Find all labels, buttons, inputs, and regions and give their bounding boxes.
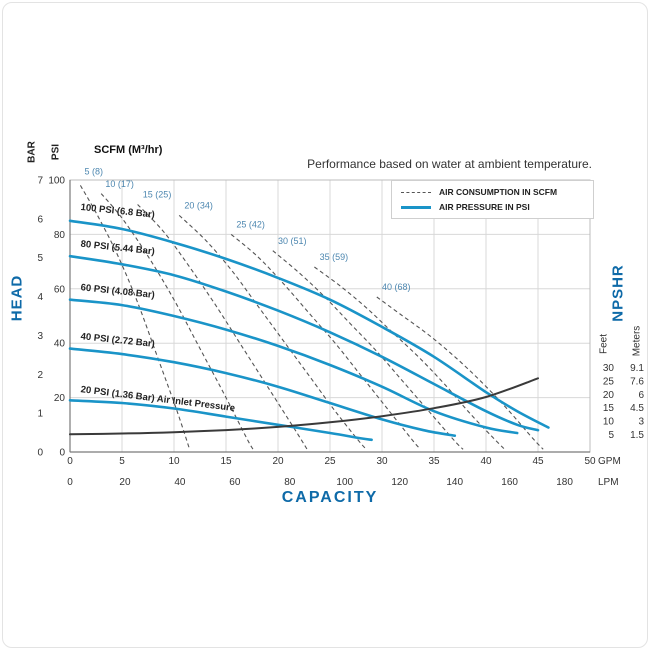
feet-tick-label: 15 xyxy=(603,403,615,414)
pressure-curve xyxy=(68,399,373,442)
gpm-tick-label: 40 xyxy=(480,456,492,467)
lpm-tick-label: 0 xyxy=(67,477,73,488)
dashed-line-sample xyxy=(401,191,431,193)
pressure-curve xyxy=(68,254,540,432)
pressure-curve-label: 40 PSI (2.72 Bar) xyxy=(80,331,155,350)
legend-label-consumption: AIR CONSUMPTION IN SCFM xyxy=(439,187,558,197)
psi-axis-label: PSI xyxy=(50,143,62,161)
psi-tick-label: 60 xyxy=(54,284,66,295)
lpm-tick-label: 40 xyxy=(174,477,186,488)
psi-tick-label: 80 xyxy=(54,230,66,241)
pressure-curve-label: 100 PSI (6.8 Bar) xyxy=(80,202,155,221)
consumption-curve-label: 10 (17) xyxy=(105,179,134,189)
gpm-tick-label: 45 xyxy=(532,456,544,467)
psi-tick-label: 20 xyxy=(54,393,66,404)
psi-tick-label: 40 xyxy=(54,339,66,350)
consumption-curve xyxy=(137,204,308,450)
bar-tick-label: 6 xyxy=(37,214,43,225)
capacity-axis-title: CAPACITY xyxy=(281,489,379,506)
meters-tick-label: 1.5 xyxy=(630,430,644,441)
feet-axis-label: Feet xyxy=(598,333,610,355)
gpm-tick-label: 15 xyxy=(220,456,232,467)
feet-tick-label: 20 xyxy=(603,390,615,401)
bar-tick-label: 5 xyxy=(37,253,43,264)
consumption-curve-label: 5 (8) xyxy=(85,167,104,177)
lpm-tick-label: 60 xyxy=(229,477,241,488)
pressure-curve-label: 20 PSI (1.36 Bar) Air Inlet Pressure xyxy=(80,384,236,414)
gpm-tick-label: 20 xyxy=(272,456,284,467)
consumption-curve xyxy=(230,233,421,450)
consumption-curve xyxy=(100,193,254,450)
feet-tick-label: 5 xyxy=(608,430,614,441)
legend-label-pressure: AIR PRESSURE IN PSI xyxy=(439,202,530,212)
psi-tick-label: 0 xyxy=(59,448,65,459)
gpm-tick-label: 5 xyxy=(119,456,125,467)
meters-tick-label: 9.1 xyxy=(630,363,644,374)
legend-item-air-consumption: AIR CONSUMPTION IN SCFM xyxy=(401,187,584,197)
gpm-tick-label: 10 xyxy=(168,456,180,467)
gpm-tick-label: 50 xyxy=(584,456,596,467)
consumption-curve xyxy=(314,266,506,450)
consumption-curve-label: 30 (51) xyxy=(278,236,307,246)
solid-line-sample xyxy=(401,205,431,209)
lpm-tick-label: 140 xyxy=(446,477,463,488)
gpm-unit-label: GPM xyxy=(598,456,621,467)
lpm-tick-label: 180 xyxy=(556,477,573,488)
meters-tick-label: 3 xyxy=(638,416,644,427)
lpm-tick-label: 80 xyxy=(284,477,296,488)
head-axis-title: HEAD xyxy=(8,274,26,322)
lpm-unit-label: LPM xyxy=(598,477,619,488)
chart-note: Performance based on water at ambient te… xyxy=(307,157,592,171)
bar-tick-label: 4 xyxy=(37,292,43,303)
gpm-tick-label: 25 xyxy=(324,456,336,467)
bar-tick-label: 0 xyxy=(37,448,43,459)
feet-tick-label: 10 xyxy=(603,416,615,427)
gpm-tick-label: 0 xyxy=(67,456,73,467)
pressure-curve xyxy=(68,219,550,429)
meters-tick-label: 4.5 xyxy=(630,403,644,414)
pressure-curve xyxy=(68,347,457,437)
lpm-tick-label: 20 xyxy=(119,477,131,488)
consumption-curve-label: 25 (42) xyxy=(236,220,265,230)
feet-tick-label: 30 xyxy=(603,363,615,374)
pressure-curve xyxy=(68,298,519,435)
legend: AIR CONSUMPTION IN SCFM AIR PRESSURE IN … xyxy=(391,180,594,219)
consumption-curve xyxy=(79,185,191,450)
bar-tick-label: 1 xyxy=(37,409,43,420)
consumption-curve-label: 15 (25) xyxy=(143,190,172,200)
npshr-curve xyxy=(69,377,539,436)
lpm-tick-label: 120 xyxy=(391,477,408,488)
bar-axis-label: BAR xyxy=(26,141,38,163)
lpm-tick-label: 100 xyxy=(336,477,353,488)
feet-tick-label: 25 xyxy=(603,377,615,388)
legend-item-air-pressure: AIR PRESSURE IN PSI xyxy=(401,202,584,212)
bar-tick-label: 2 xyxy=(37,370,43,381)
lpm-tick-label: 160 xyxy=(501,477,518,488)
gpm-tick-label: 35 xyxy=(428,456,440,467)
consumption-curve-label: 35 (59) xyxy=(320,252,349,262)
consumption-curve-label: 40 (68) xyxy=(382,282,411,292)
bar-tick-label: 7 xyxy=(37,176,43,187)
bar-tick-label: 3 xyxy=(37,331,43,342)
npshr-axis-title: NPSHR xyxy=(609,264,627,322)
scfm-units-label: SCFM (M³/hr) xyxy=(94,144,163,156)
meters-tick-label: 6 xyxy=(638,390,644,401)
meters-tick-label: 7.6 xyxy=(630,377,644,388)
pressure-curve-label: 60 PSI (4.08 Bar) xyxy=(80,282,155,301)
consumption-curve-label: 20 (34) xyxy=(184,201,213,211)
psi-tick-label: 100 xyxy=(48,176,65,187)
meters-axis-label: Meters xyxy=(631,325,643,357)
gpm-tick-label: 30 xyxy=(376,456,388,467)
